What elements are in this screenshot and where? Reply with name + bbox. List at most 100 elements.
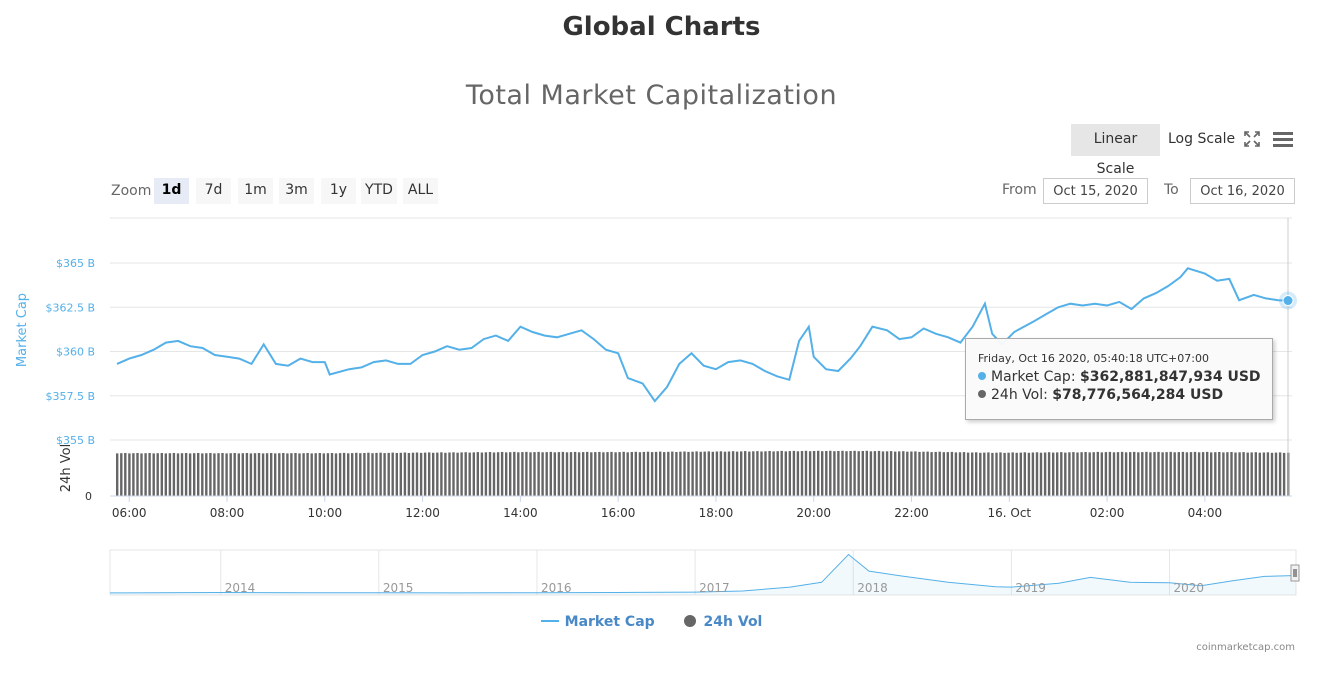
hover-point[interactable] [1282, 295, 1294, 307]
y-tick-label: $360 B [56, 346, 95, 359]
volume-bar [602, 452, 605, 496]
volume-bar [201, 453, 204, 496]
volume-bar [979, 452, 982, 496]
volume-bar [1035, 452, 1039, 496]
volume-bar [168, 453, 172, 496]
volume-bar [873, 451, 877, 496]
tooltip-date: Friday, Oct 16 2020, 05:40:18 UTC+07:00 [978, 352, 1209, 365]
volume-bar [796, 451, 800, 496]
volume-bar [618, 452, 621, 496]
volume-bar [610, 451, 613, 496]
volume-bar [1282, 452, 1286, 496]
volume-bar [1007, 452, 1010, 496]
volume-bar [505, 452, 508, 496]
credits-link[interactable]: coinmarketcap.com [1196, 642, 1295, 653]
range-button-ytd[interactable]: YTD [361, 178, 397, 204]
x-tick-label: 02:00 [1090, 506, 1125, 520]
volume-bar [1039, 452, 1043, 496]
volume-bar [930, 452, 933, 496]
volume-bar [837, 451, 840, 496]
volume-bar [310, 453, 313, 496]
volume-bar [132, 453, 135, 496]
volume-bar [995, 452, 998, 496]
volume-bar [569, 452, 573, 496]
navigator-area [110, 554, 1296, 595]
volume-bar [889, 451, 893, 496]
volume-bar [213, 453, 216, 496]
range-button-1d[interactable]: 1d [154, 178, 189, 204]
volume-bar [671, 451, 674, 496]
from-date-input[interactable] [1043, 178, 1148, 204]
volume-bar [784, 451, 787, 496]
range-button-all[interactable]: ALL [403, 178, 438, 204]
legend-item-volume[interactable]: 24h Vol [683, 614, 762, 630]
x-tick-label: 10:00 [308, 506, 343, 520]
volume-bar [229, 453, 232, 496]
volume-bar [1230, 452, 1233, 496]
volume-bar [594, 452, 597, 496]
volume-bar [1120, 451, 1124, 496]
range-button-1y[interactable]: 1y [321, 178, 356, 204]
volume-bar [282, 453, 285, 496]
volume-bar [1072, 452, 1075, 496]
tooltip-volume: 24h Vol: $78,776,564,284 USD [978, 387, 1223, 403]
tooltip-market-cap-value: $362,881,847,934 USD [1080, 369, 1261, 385]
volume-bar [355, 452, 358, 496]
volume-bar [1080, 452, 1083, 496]
x-tick-label: 16. Oct [987, 506, 1031, 520]
volume-bar [1104, 452, 1108, 496]
volume-bar [444, 452, 447, 496]
market-cap-line [116, 267, 1289, 403]
volume-bar [735, 451, 739, 496]
linear-scale-button[interactable]: Linear Scale [1071, 124, 1160, 177]
x-tick-label: 18:00 [699, 506, 734, 520]
volume-bar [1133, 451, 1136, 496]
volume-bar [983, 452, 986, 496]
volume-bar [707, 451, 710, 496]
volume-bar [432, 452, 435, 496]
volume-bar [764, 451, 767, 496]
volume-bar [1064, 452, 1067, 496]
legend-item-market-cap[interactable]: Market Cap [540, 614, 655, 630]
volume-bar [513, 451, 516, 496]
volume-bar [825, 451, 828, 496]
range-button-3m[interactable]: 3m [279, 178, 314, 204]
range-button-7d[interactable]: 7d [196, 178, 231, 204]
volume-bar [557, 452, 561, 496]
volume-bar [638, 452, 642, 496]
volume-bar [197, 453, 200, 496]
volume-bar [565, 452, 569, 496]
volume-bar [760, 451, 763, 496]
volume-bar [667, 451, 670, 496]
tooltip: Friday, Oct 16 2020, 05:40:18 UTC+07:00 … [965, 338, 1273, 420]
expand-icon[interactable] [1243, 130, 1261, 148]
range-button-1m[interactable]: 1m [238, 178, 273, 204]
volume-bar [1052, 452, 1055, 496]
y-tick-label: $362.5 B [45, 301, 95, 314]
tooltip-market-cap-label: Market Cap: [991, 369, 1076, 385]
to-date-input[interactable] [1190, 178, 1295, 204]
market-cap-chart[interactable]: $355 B $357.5 B $360 B $362.5 B $365 B 0 Mark… [0, 0, 1323, 610]
volume-bar [650, 452, 654, 496]
volume-bar [193, 453, 196, 496]
volume-bar [144, 453, 147, 496]
log-scale-button[interactable]: Log Scale [1168, 131, 1236, 147]
volume-bar [464, 452, 467, 496]
navigator-handle[interactable] [1290, 564, 1300, 582]
navigator[interactable]: 2014 2015 2016 2017 2018 2019 2020 [109, 549, 1300, 596]
volume-bar [1031, 452, 1035, 496]
hamburger-menu-icon[interactable] [1272, 130, 1294, 148]
y-axis-title-volume: 24h Vol [59, 444, 74, 492]
volume-bar [975, 452, 978, 496]
volume-bar [999, 452, 1002, 496]
volume-bar [517, 452, 520, 496]
x-tick-label: 22:00 [894, 506, 929, 520]
x-tick-label: 04:00 [1188, 506, 1223, 520]
volume-bar [950, 451, 954, 496]
tooltip-volume-label: 24h Vol: [991, 387, 1048, 403]
circle-swatch-icon [683, 615, 696, 627]
volume-bar [1137, 452, 1140, 496]
line-swatch-icon [540, 620, 559, 622]
volume-bar [347, 453, 350, 496]
tooltip-market-cap: Market Cap: $362,881,847,934 USD [978, 369, 1261, 385]
